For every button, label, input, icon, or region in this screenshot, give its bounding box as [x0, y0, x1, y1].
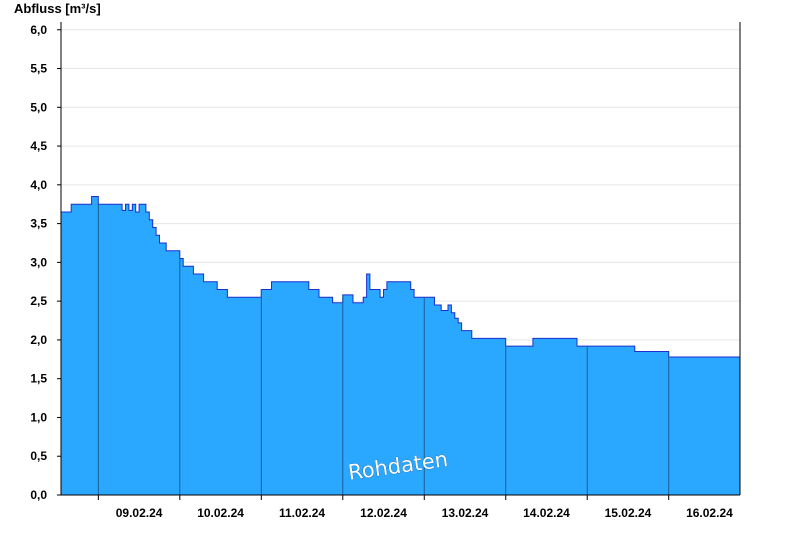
- y-tick-label: 3,0: [30, 255, 47, 269]
- y-tick-label: 5,0: [30, 100, 47, 114]
- axes: [60, 22, 741, 496]
- y-tick-label: 6,0: [30, 23, 47, 37]
- x-tick-label: 09.02.24: [116, 506, 163, 520]
- discharge-series: [61, 196, 740, 495]
- y-tick-label: 0,0: [30, 488, 47, 502]
- y-tick-label: 5,5: [30, 62, 47, 76]
- y-tick-label: 2,0: [30, 333, 47, 347]
- day-separator-lines: [97, 204, 670, 495]
- x-tick-label: 14.02.24: [523, 506, 570, 520]
- x-tick-label: 11.02.24: [279, 506, 325, 520]
- y-tick-label: 1,0: [30, 410, 47, 424]
- x-axis-ticks: 09.02.24 10.02.24 11.02.24 12.02.24 13.02.24…: [97, 495, 733, 520]
- y-tick-label: 1,5: [30, 372, 47, 386]
- y-axis-ticks: 0,0 0,5 1,0 1,5 2,0 2,5 3,0 3,5 4,0 4,5 5,0 5,5 6,0: [30, 23, 61, 502]
- x-tick-label: 16.02.24: [686, 506, 733, 520]
- x-tick-label: 15.02.24: [605, 506, 652, 520]
- x-tick-label: 13.02.24: [442, 506, 489, 520]
- y-axis-title: Abfluss [m³/s]: [14, 1, 101, 16]
- y-tick-label: 4,0: [30, 178, 47, 192]
- x-tick-label: 10.02.24: [197, 506, 244, 520]
- y-tick-label: 2,5: [30, 294, 47, 308]
- y-tick-label: 4,5: [30, 139, 47, 153]
- discharge-area: [61, 196, 740, 495]
- x-tick-label: 12.02.24: [360, 506, 407, 520]
- y-tick-label: 3,5: [30, 217, 47, 231]
- y-tick-label: 0,5: [30, 449, 47, 463]
